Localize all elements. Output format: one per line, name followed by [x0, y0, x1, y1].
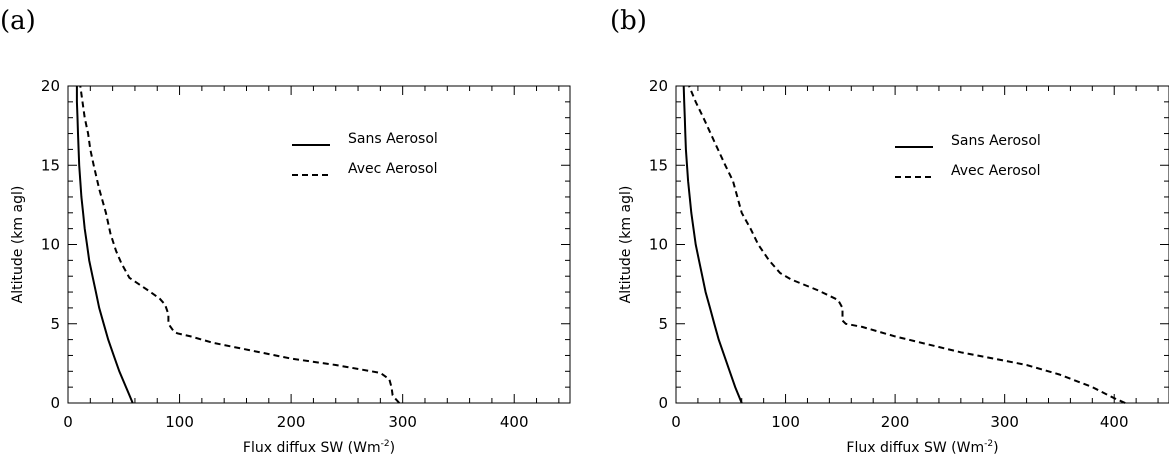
series-line-avec-aerosol: [688, 85, 1126, 404]
chart-a: 0 100 200 300 400 0 5 10 15 20 Flux diffux SW (Wm-…: [10, 77, 571, 456]
y-tick-label: 10: [41, 236, 60, 254]
legend-label: Sans Aerosol: [348, 131, 438, 147]
plot-frame: [675, 85, 1169, 404]
y-tick-label: 5: [50, 315, 60, 333]
y-tick-label: 10: [649, 236, 668, 254]
series-line-sans-aerosol: [682, 85, 743, 404]
legend-label: Avec Aerosol: [348, 161, 438, 177]
x-tick-label: 300: [990, 413, 1019, 431]
y-tick-label: 5: [658, 315, 668, 333]
y-axis-title: Altitude (km agl): [10, 186, 26, 304]
x-tick-label: 200: [881, 413, 910, 431]
series-line-sans-aerosol: [75, 86, 134, 404]
x-tick-label: 0: [63, 413, 73, 431]
y-tick-label: 15: [41, 156, 60, 174]
series-line-avec-aerosol: [79, 85, 401, 404]
x-tick-label: 200: [277, 413, 306, 431]
x-axis-title: Flux diffux SW (Wm-2): [846, 439, 998, 456]
y-tick-label: 20: [41, 77, 60, 95]
chart-b: 0 100 200 300 400 0 5 10 15 20 Flux diffux SW (Wm-…: [618, 77, 1169, 456]
x-axis-title: Flux diffux SW (Wm-2): [243, 439, 395, 456]
y-axis-title: Altitude (km agl): [618, 186, 634, 304]
y-tick-label: 0: [50, 394, 60, 412]
legend-label: Avec Aerosol: [951, 163, 1041, 179]
y-tick-label: 0: [658, 394, 668, 412]
panel-label-b: (b): [610, 6, 647, 36]
y-tick-label: 15: [649, 156, 668, 174]
x-tick-label: 100: [771, 413, 800, 431]
x-tick-label: 400: [1100, 413, 1129, 431]
x-tick-label: 100: [165, 413, 194, 431]
y-tick-label: 20: [649, 77, 668, 95]
x-tick-label: 300: [388, 413, 417, 431]
x-tick-label: 0: [671, 413, 681, 431]
x-tick-label: 400: [500, 413, 529, 431]
panel-label-a: (a): [0, 6, 36, 36]
legend-label: Sans Aerosol: [951, 133, 1041, 149]
plot-frame: [67, 85, 571, 404]
